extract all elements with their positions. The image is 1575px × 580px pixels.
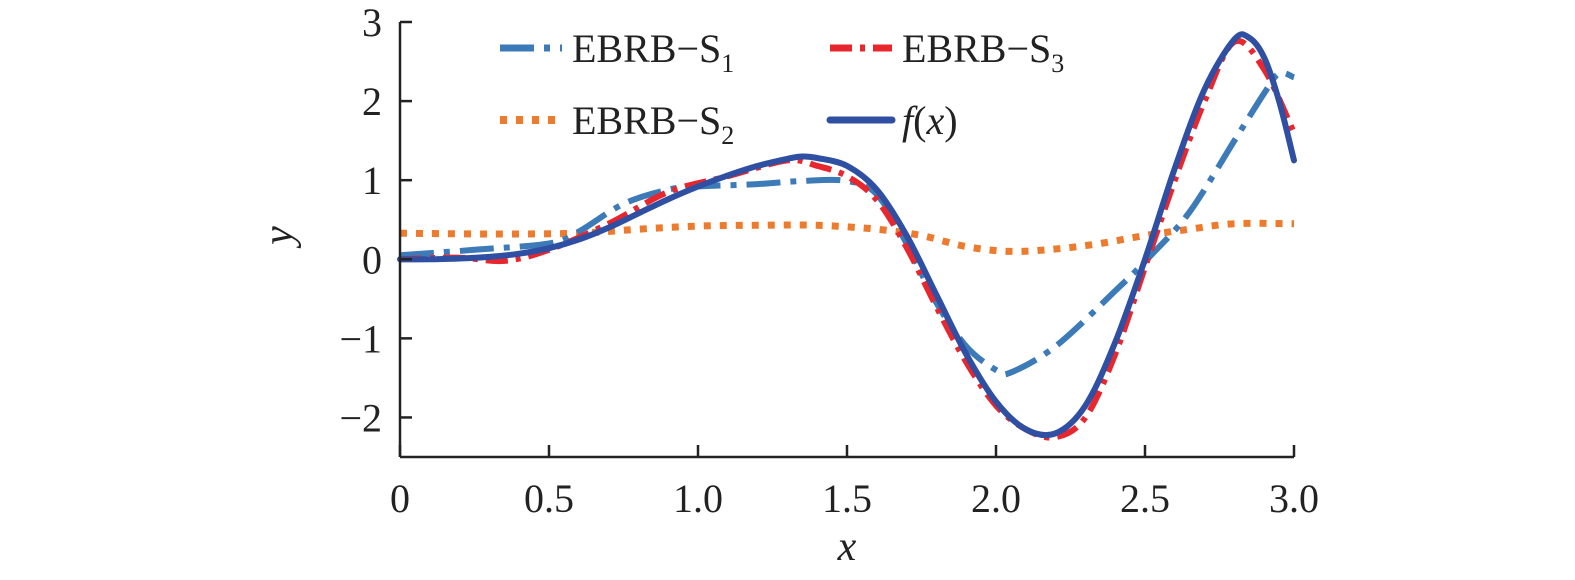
legend-label-3: EBRB−S3 <box>902 26 1064 78</box>
y-tick-label: 0 <box>362 237 382 282</box>
x-tick-label: 2.5 <box>1120 476 1170 521</box>
series-line-3 <box>399 37 1297 441</box>
x-tick-label: 2.0 <box>971 476 1021 521</box>
legend-label-2: EBRB−S2 <box>572 98 734 150</box>
legend-label-4: f(x) <box>902 98 958 143</box>
y-tick-label: 2 <box>362 79 382 124</box>
x-tick-label: 1.5 <box>822 476 872 521</box>
legend-label-1: EBRB−S1 <box>572 26 734 78</box>
series-layer <box>397 31 1297 441</box>
x-tick-label: 0.5 <box>524 476 574 521</box>
y-tick-label: −2 <box>339 395 382 440</box>
series-line-1 <box>399 69 1296 378</box>
x-axis-title: x <box>837 524 857 570</box>
x-tick-label: 0 <box>390 476 410 521</box>
y-tick-label: 3 <box>362 0 382 45</box>
x-tick-label: 1.0 <box>673 476 723 521</box>
axes: −2 −1 0 1 2 3 0 0.5 1.0 1.5 2.0 2.5 3.0 <box>339 0 1319 521</box>
y-axis-title: y <box>256 226 302 249</box>
y-tick-label: −1 <box>339 316 382 361</box>
y-tick-label: 1 <box>362 158 382 203</box>
series-line-4 <box>397 31 1297 439</box>
x-tick-label: 3.0 <box>1269 476 1319 521</box>
legend: EBRB−S1 EBRB−S3 EBRB−S2 f(x) <box>500 26 1064 150</box>
